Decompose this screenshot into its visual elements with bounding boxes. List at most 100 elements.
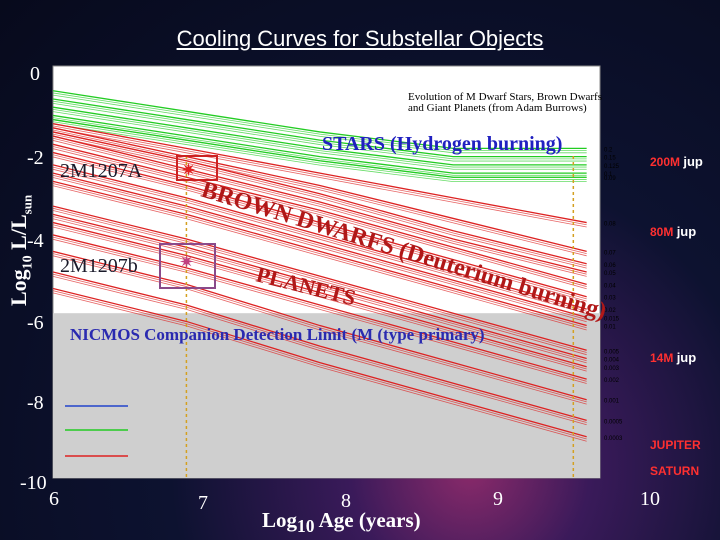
curve-stars-0_125 bbox=[53, 109, 587, 168]
curve-planets-0_003 bbox=[53, 221, 587, 368]
mass-label: 0.01 bbox=[604, 325, 616, 331]
curve-planets-0_001 bbox=[53, 250, 587, 401]
curve-planets-0_005 bbox=[53, 207, 587, 353]
curve-brown_dwarfs-0_015 bbox=[53, 172, 587, 318]
curve-brown_dwarfs-0_02 bbox=[53, 168, 587, 314]
curve-planets-0_005 bbox=[53, 205, 587, 351]
curve-brown_dwarfs-0_03 bbox=[53, 151, 587, 298]
curve-brown_dwarfs-0_08 bbox=[53, 127, 587, 228]
curve-stars-0_15 bbox=[53, 100, 587, 160]
mass-label: 0.125 bbox=[604, 164, 620, 170]
x-tick-3: 9 bbox=[493, 488, 503, 510]
right-label-200mjup: 200M jup bbox=[650, 154, 703, 169]
y-axis-label-log: Log bbox=[6, 269, 31, 306]
curve-planets-0_002 bbox=[53, 234, 587, 380]
mass-label: 0.09 bbox=[604, 176, 616, 182]
x-axis-label-log: Log bbox=[262, 508, 298, 532]
mass-labels: 0.2 0.15 0.125 0.10.09 0.08 0.07 0.06 0.05 0.04 0… bbox=[604, 147, 623, 441]
curve-planets-0_0003 bbox=[53, 287, 587, 438]
curve-stars-0_1 bbox=[53, 114, 587, 174]
curve-brown_dwarfs-0_02 bbox=[53, 166, 587, 312]
mass-label: 0.2 bbox=[604, 147, 613, 153]
stars-annotation: STARS (Hydrogen burning) bbox=[322, 133, 562, 155]
curve-stars-0_125 bbox=[53, 111, 587, 170]
curve-stars-0_15 bbox=[53, 98, 587, 158]
curve-brown_dwarfs-0_015 bbox=[53, 177, 587, 323]
y-tick-2: -4 bbox=[27, 230, 44, 252]
curve-brown_dwarfs-0_07 bbox=[53, 129, 587, 254]
right-label-80mjup-sub: jup bbox=[676, 224, 697, 239]
mass-label: 0.03 bbox=[604, 296, 616, 302]
curve-brown_dwarfs-0_05 bbox=[53, 135, 587, 273]
curve-stars-0_2 bbox=[53, 90, 587, 150]
mass-label: 0.15 bbox=[604, 156, 616, 162]
cooling-curves bbox=[53, 90, 587, 442]
curve-planets-0_001 bbox=[53, 253, 587, 403]
curve-brown_dwarfs-0_03 bbox=[53, 156, 587, 302]
right-label-jupiter-big: JUPITER bbox=[650, 438, 701, 452]
right-label-80mjup: 80M jup bbox=[650, 224, 696, 239]
mass-label: 0.07 bbox=[604, 250, 616, 256]
y-axis-label-sub: 10 bbox=[20, 255, 36, 270]
curve-stars-0_2 bbox=[53, 92, 587, 152]
curve-brown_dwarfs-0_08 bbox=[53, 123, 587, 224]
right-label-14mjup-big: 14M bbox=[650, 351, 674, 365]
curve-brown_dwarfs-0_02 bbox=[53, 164, 587, 310]
curve-planets-0_002 bbox=[53, 238, 587, 384]
mass-label: 0.04 bbox=[604, 283, 616, 289]
curve-stars-0_15 bbox=[53, 102, 587, 162]
mass-label: 0.002 bbox=[604, 378, 620, 384]
object-a-marker: ✷ bbox=[181, 160, 196, 180]
right-label-80mjup-big: 80M bbox=[650, 225, 674, 239]
y-axis-label-lum: L/L bbox=[6, 214, 31, 250]
curve-planets-0_004 bbox=[53, 213, 587, 360]
curve-planets-0_0005 bbox=[53, 276, 587, 426]
curve-stars-0_125 bbox=[53, 106, 587, 166]
x-axis-label-sub: 10 bbox=[297, 516, 315, 537]
y-tick-0: 0 bbox=[30, 63, 40, 85]
curve-planets-0_01 bbox=[53, 185, 587, 331]
curve-brown_dwarfs-0_06 bbox=[53, 133, 587, 267]
y-tick-3: -6 bbox=[27, 312, 44, 334]
y-axis-label: Log10 L/Lsun bbox=[6, 195, 36, 306]
curve-planets-0_001 bbox=[53, 255, 587, 405]
curve-planets-0_003 bbox=[53, 226, 587, 372]
mass-label: 0.0003 bbox=[604, 436, 623, 442]
mass-label: 0.005 bbox=[604, 349, 620, 355]
curve-brown_dwarfs-0_015 bbox=[53, 174, 587, 320]
right-label-14mjup-sub: jup bbox=[676, 350, 697, 365]
x-axis-label-age: Age (years) bbox=[318, 508, 421, 532]
right-label-saturn-big: SATURN bbox=[650, 464, 700, 478]
curve-planets-0_005 bbox=[53, 210, 587, 356]
curve-planets-0_0005 bbox=[53, 273, 587, 423]
y-tick-4: -8 bbox=[27, 392, 44, 414]
x-tick-0: 6 bbox=[49, 488, 59, 510]
y-tick-5: -10 bbox=[20, 472, 47, 494]
curve-stars-0_2 bbox=[53, 94, 587, 154]
subtitle-line-1: Evolution of M Dwarf Stars, Brown Dwarfs bbox=[408, 91, 602, 103]
chart-title: Cooling Curves for Substellar Objects bbox=[176, 26, 544, 51]
right-label-200mjup-sub: jup bbox=[683, 154, 703, 169]
object-b-label: 2M1207b bbox=[60, 255, 138, 277]
curve-planets-0_0003 bbox=[53, 290, 587, 440]
x-tick-4: 10 bbox=[640, 488, 660, 510]
curve-brown_dwarfs-0_08 bbox=[53, 125, 587, 226]
curve-stars-0_09 bbox=[53, 118, 587, 178]
mass-label: 0.06 bbox=[604, 263, 616, 269]
mass-label: 0.003 bbox=[604, 366, 620, 372]
x-axis-label: Log10 Age (years) bbox=[262, 508, 421, 537]
curve-brown_dwarfs-0_05 bbox=[53, 140, 587, 277]
curve-planets-0_003 bbox=[53, 224, 587, 370]
curve-brown_dwarfs-0_07 bbox=[53, 127, 587, 253]
curve-brown_dwarfs-0_05 bbox=[53, 137, 587, 275]
y-tick-1: -2 bbox=[27, 147, 44, 169]
mass-label: 0.001 bbox=[604, 399, 620, 405]
object-a-box bbox=[176, 155, 218, 181]
curve-stars-0_09 bbox=[53, 121, 587, 180]
x-tick-2: 8 bbox=[341, 490, 351, 512]
right-label-14mjup: 14M jup bbox=[650, 350, 696, 365]
curve-brown_dwarfs-0_03 bbox=[53, 154, 587, 300]
subtitle-line-2: and Giant Planets (from Adam Burrows) bbox=[408, 102, 587, 114]
object-b-box bbox=[159, 243, 216, 289]
